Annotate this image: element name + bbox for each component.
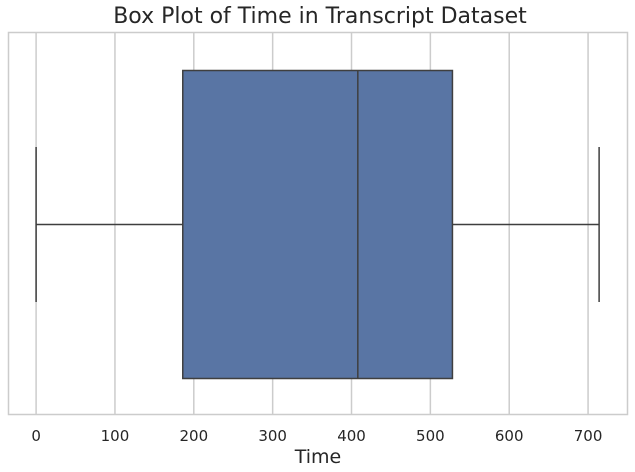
x-tick-label-500: 500: [416, 427, 445, 445]
x-tick-label-100: 100: [101, 427, 130, 445]
x-tick-label-600: 600: [495, 427, 524, 445]
x-tick-label-700: 700: [574, 427, 603, 445]
x-tick-label-400: 400: [337, 427, 366, 445]
x-tick-label-200: 200: [179, 427, 208, 445]
x-axis-label: Time: [294, 446, 342, 468]
box-plot: [35, 69, 600, 380]
plot-frame: [7, 31, 629, 416]
x-tick-label-0: 0: [31, 427, 41, 445]
x-axis-tick-labels: 0 100 200 300 400 500 600 700: [31, 427, 602, 445]
chart-title: Box Plot of Time in Transcript Dataset: [113, 4, 527, 29]
interquartile-box: [182, 69, 454, 380]
x-tick-label-300: 300: [258, 427, 287, 445]
